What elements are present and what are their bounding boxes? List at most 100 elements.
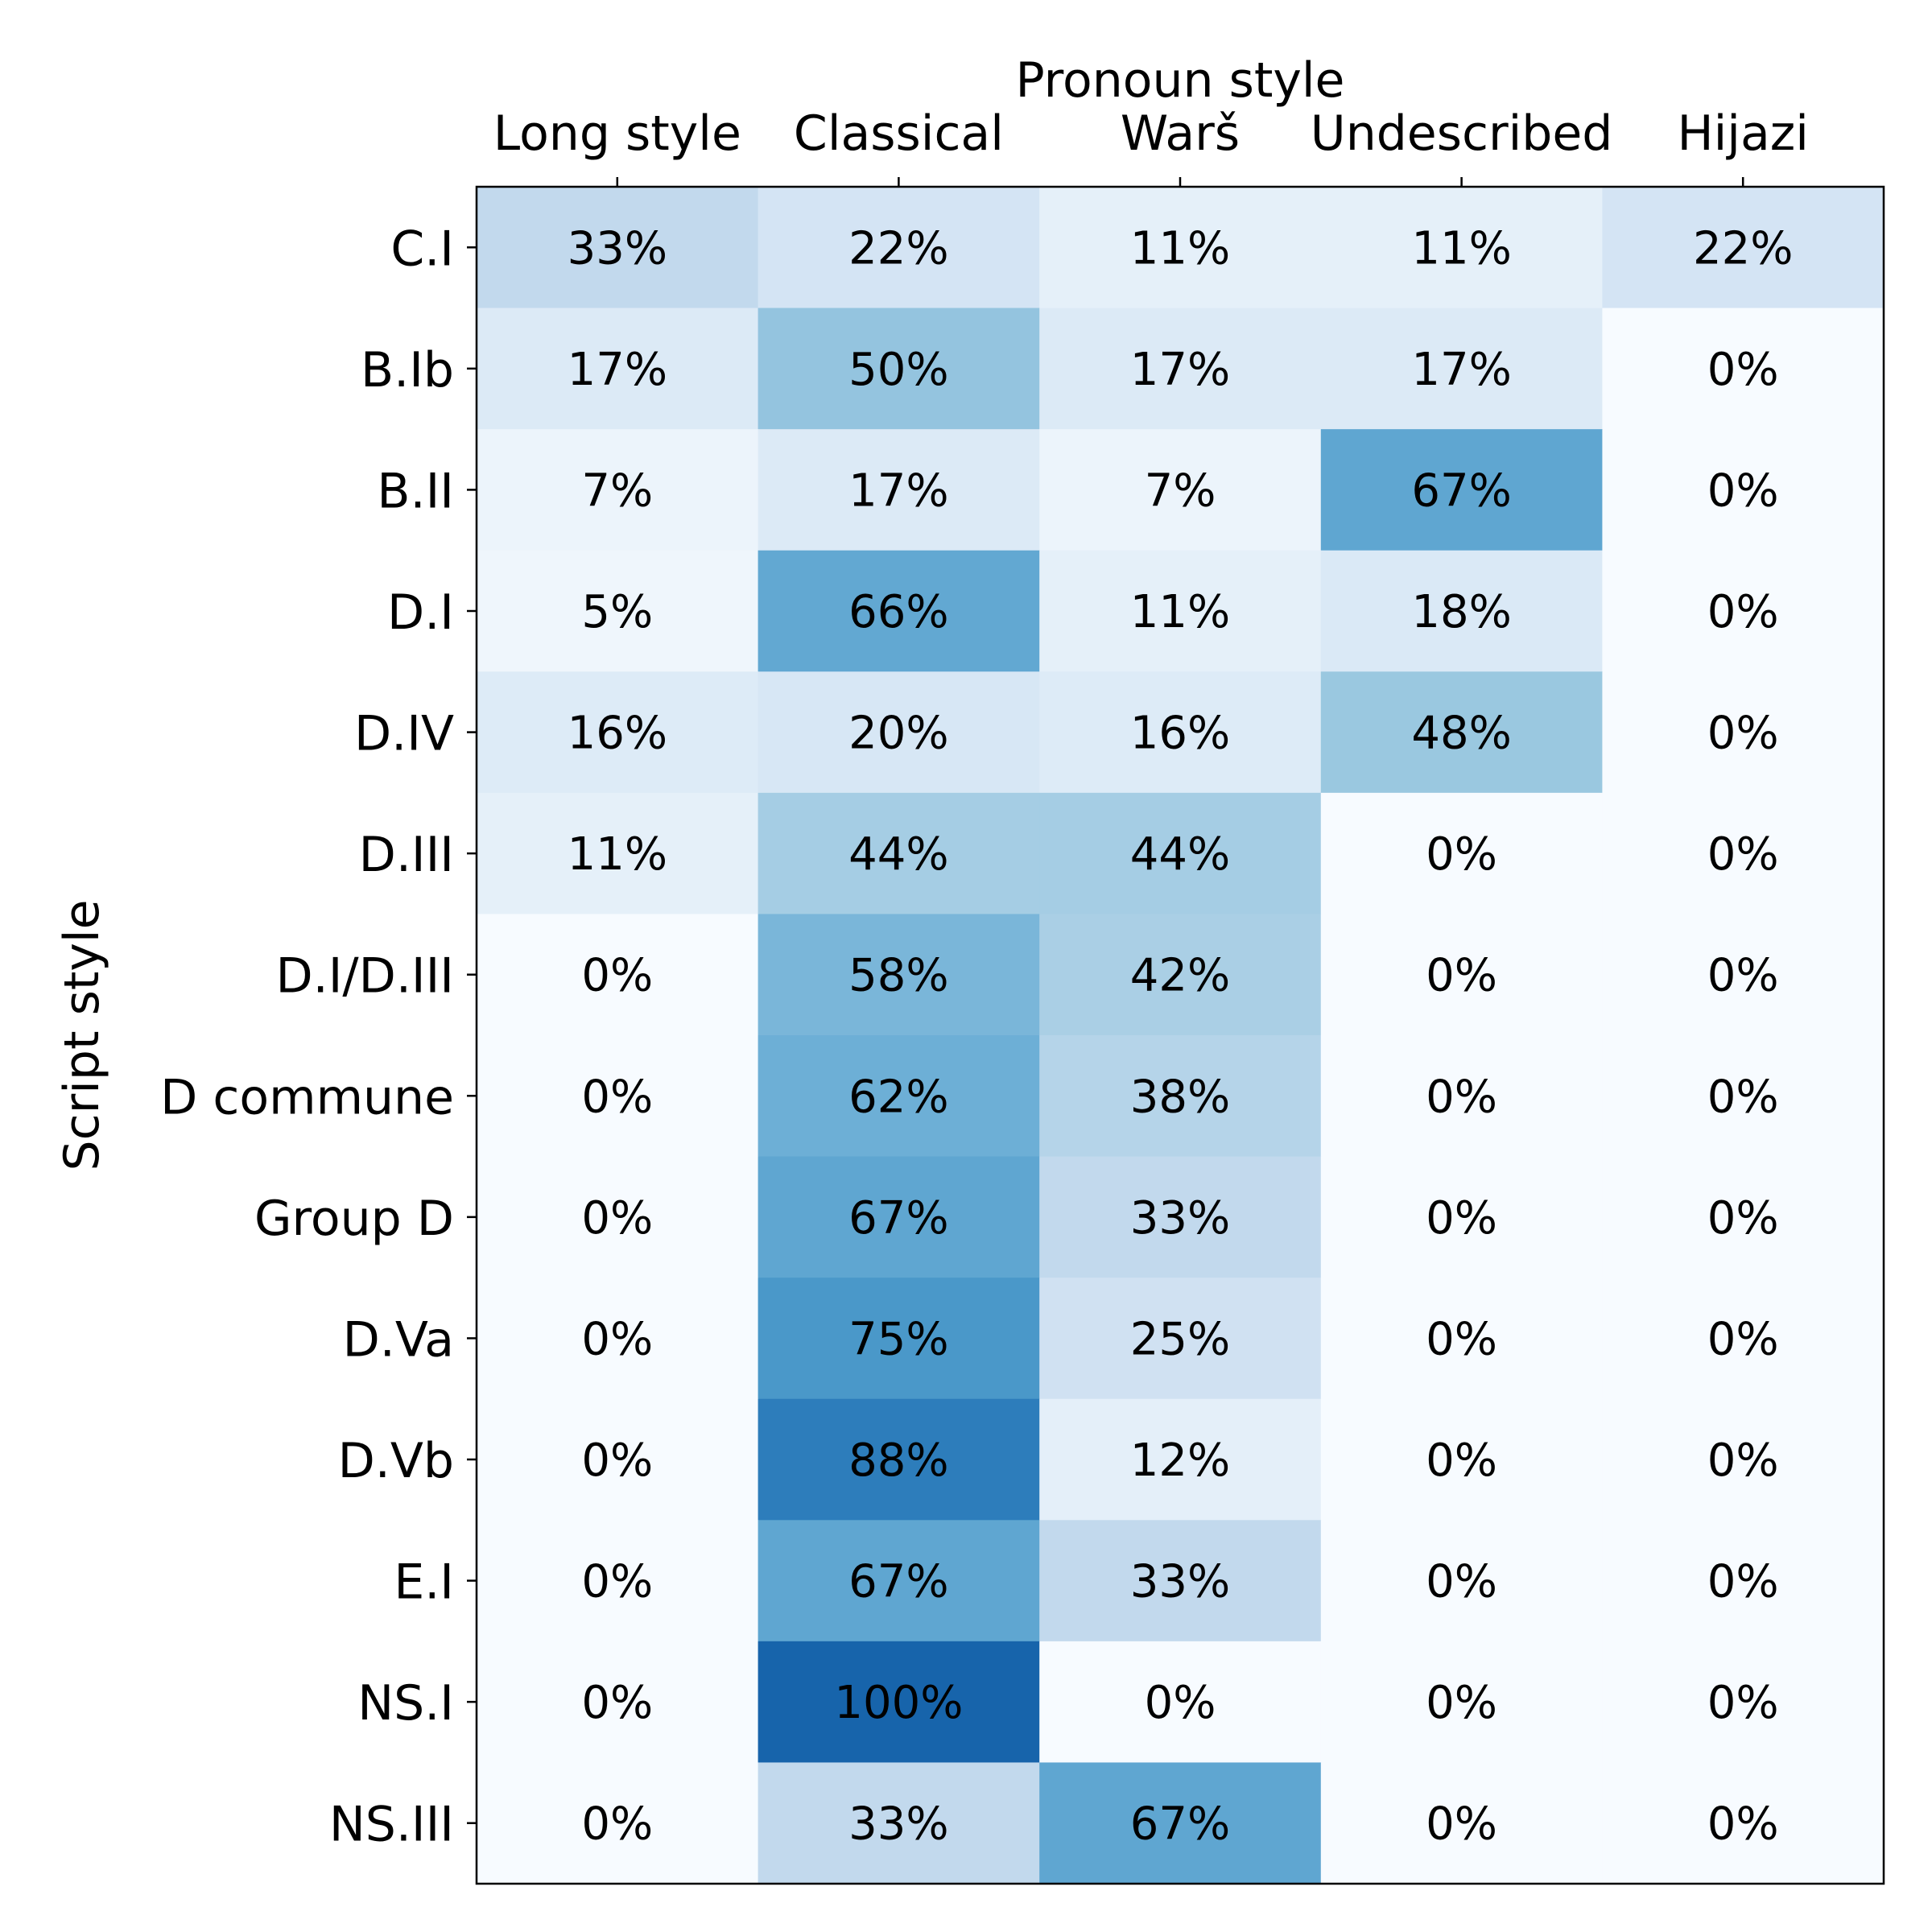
cell-value-label: 17% [848, 464, 948, 517]
heatmap-cell [477, 429, 759, 551]
row-tick-label: D.I/D.III [275, 948, 454, 1005]
cell-value-label: 7% [581, 464, 653, 517]
row-tick-label: NS.III [329, 1797, 454, 1853]
cell-value-label: 11% [1411, 222, 1511, 275]
cell-value-label: 62% [848, 1071, 948, 1123]
cell-value-label: 33% [568, 222, 667, 275]
cell-value-label: 0% [1426, 1192, 1497, 1245]
cell-value-label: 0% [1707, 344, 1779, 396]
heatmap-cell [758, 1035, 1040, 1158]
column-tick-label: Warš [1121, 105, 1240, 162]
cell-value-label: 11% [1130, 222, 1230, 275]
cell-value-label: 11% [568, 828, 667, 881]
heatmap-cell [1602, 1641, 1885, 1764]
heatmap-cell [477, 914, 759, 1036]
cell-value-label: 0% [581, 950, 653, 1002]
heatmap-cell [1320, 1641, 1603, 1764]
heatmap-cell [477, 187, 759, 309]
heatmap-cell [1320, 308, 1603, 430]
heatmap-cell [1320, 914, 1603, 1036]
heatmap-cell [477, 1398, 759, 1521]
heatmap-cell [1039, 187, 1322, 309]
cell-value-label: 33% [848, 1798, 948, 1851]
cell-value-label: 67% [1130, 1798, 1230, 1851]
cell-value-label: 75% [848, 1313, 948, 1365]
cell-value-label: 0% [1426, 1313, 1497, 1365]
cell-value-label: 58% [848, 950, 948, 1002]
heatmap-cell [758, 1156, 1040, 1278]
heatmap-cells [477, 187, 1885, 1885]
heatmap-cell [477, 550, 759, 672]
heatmap-cell [1039, 429, 1322, 551]
cell-value-label: 16% [568, 708, 667, 760]
cell-value-label: 0% [1707, 1313, 1779, 1365]
cell-value-label: 17% [1411, 344, 1511, 396]
row-tick-label: E.I [394, 1554, 454, 1611]
cell-value-label: 44% [1130, 828, 1230, 881]
cell-value-label: 0% [581, 1435, 653, 1487]
heatmap-cell [1320, 1762, 1603, 1885]
heatmap-cell [477, 1762, 759, 1885]
heatmap-cell [1602, 1156, 1885, 1278]
heatmap-cell [1039, 1035, 1322, 1158]
heatmap-cell [1039, 1278, 1322, 1400]
heatmap-cell [1039, 1156, 1322, 1278]
cell-value-label: 42% [1130, 950, 1230, 1002]
heatmap-cell [1602, 1035, 1885, 1158]
heatmap-cell [1602, 792, 1885, 915]
heatmap-cell [758, 1762, 1040, 1885]
heatmap-cell [1320, 792, 1603, 915]
cell-value-label: 5% [581, 586, 653, 638]
heatmap-cell [1320, 429, 1603, 551]
column-tick-label: Undescribed [1311, 105, 1613, 162]
cell-value-label: 66% [848, 586, 948, 638]
heatmap-cell [1320, 550, 1603, 672]
heatmap-cell [1602, 1278, 1885, 1400]
cell-value-label: 33% [1130, 1192, 1230, 1245]
heatmap-cell [758, 187, 1040, 309]
cell-value-label: 67% [848, 1556, 948, 1608]
heatmap-cell [1602, 671, 1885, 794]
cell-value-label: 22% [848, 222, 948, 275]
cell-value-label: 17% [568, 344, 667, 396]
cell-value-label: 0% [1145, 1677, 1216, 1729]
cell-value-label: 0% [1707, 950, 1779, 1002]
cell-value-label: 38% [1130, 1071, 1230, 1123]
heatmap-cell [1039, 914, 1322, 1036]
heatmap-cell [477, 1278, 759, 1400]
cell-value-label: 100% [834, 1677, 963, 1729]
row-tick-label: B.II [377, 463, 454, 519]
cell-value-label: 0% [1707, 1435, 1779, 1487]
cell-value-label: 50% [848, 344, 948, 396]
row-tick-label: NS.I [357, 1675, 454, 1732]
heatmap-cell [758, 792, 1040, 915]
cell-value-label: 67% [1411, 464, 1511, 517]
heatmap-cell [1320, 187, 1603, 309]
cell-value-label: 0% [581, 1313, 653, 1365]
heatmap-cell [758, 308, 1040, 430]
row-tick-label: D commune [160, 1069, 454, 1125]
cell-value-label: 0% [1707, 1798, 1779, 1851]
heatmap-cell [1320, 671, 1603, 794]
heatmap-cell [1602, 187, 1885, 309]
heatmap-cell [477, 308, 759, 430]
cell-labels: 33% 22% 11% 11% 22% 17% 50% 17% 17% 0% 7% 17% 7% 67% 0… [568, 222, 1794, 1850]
cell-value-label: 11% [1130, 586, 1230, 638]
cell-value-label: 88% [848, 1435, 948, 1487]
row-tick-label: C.I [390, 221, 454, 277]
cell-value-label: 44% [848, 828, 948, 881]
cell-value-label: 0% [1707, 1677, 1779, 1729]
column-tick-label: Hijazi [1678, 105, 1809, 162]
cell-value-label: 12% [1130, 1435, 1230, 1487]
heatmap-cell [1320, 1035, 1603, 1158]
cell-value-label: 0% [1426, 1556, 1497, 1608]
heatmap-cell [1602, 1398, 1885, 1521]
x-axis-title: Pronoun style [1016, 52, 1345, 109]
cell-value-label: 7% [1145, 464, 1216, 517]
heatmap-cell [1602, 550, 1885, 672]
row-tick-label: Group D [254, 1191, 454, 1247]
cell-value-label: 0% [1426, 828, 1497, 881]
cell-value-label: 0% [1426, 1071, 1497, 1123]
heatmap-cell [1602, 1762, 1885, 1885]
cell-value-label: 48% [1411, 708, 1511, 760]
